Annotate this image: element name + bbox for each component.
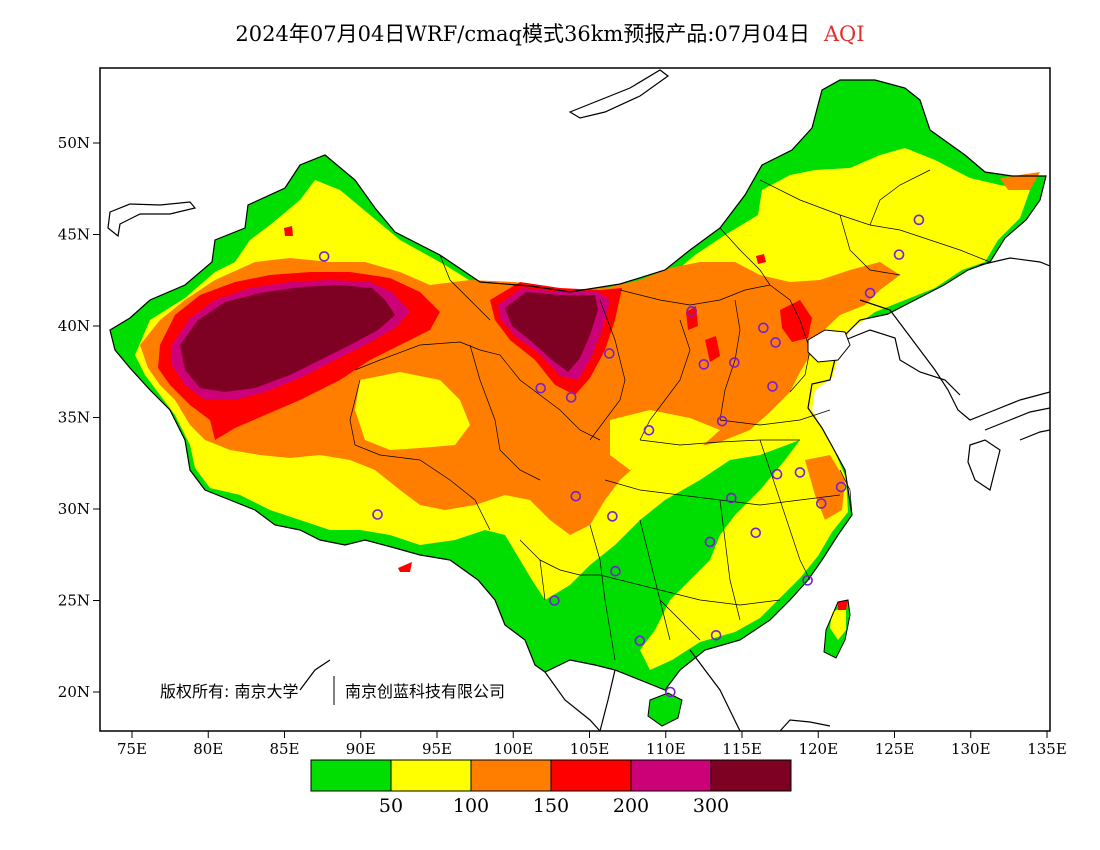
city-station-marker xyxy=(758,322,769,334)
aqi-legend: 50 100 150 200 300 xyxy=(310,759,792,817)
city-station-marker xyxy=(815,498,827,509)
city-station-marker xyxy=(570,490,582,502)
aqi-region-red-hohhot xyxy=(686,306,698,330)
lat-tick-label: 20N xyxy=(58,683,90,701)
aqi-region-red-xinjiang xyxy=(284,226,293,236)
lat-tick-label: 35N xyxy=(58,409,90,427)
coastlines xyxy=(107,69,1050,731)
lat-tick-label: 30N xyxy=(58,500,90,518)
city-station-marker xyxy=(643,425,655,436)
lon-tick-label: 85E xyxy=(269,740,299,758)
lon-tick-label: 135E xyxy=(1027,740,1067,758)
legend-swatch xyxy=(550,759,632,792)
legend-label: 100 xyxy=(453,795,489,817)
aqi-region-red-shanxi xyxy=(705,336,720,362)
aqi-region-orange-east xyxy=(805,455,845,520)
aqi-region-yellow-plateau xyxy=(355,372,470,450)
city-station-marker xyxy=(604,348,615,359)
hainan-outline xyxy=(647,692,683,727)
legend-swatch xyxy=(710,759,792,792)
taiwan-outline xyxy=(823,599,851,659)
lon-tick-label: 80E xyxy=(193,740,223,758)
lat-tick-label: 50N xyxy=(58,134,90,152)
city-station-marker xyxy=(913,214,925,226)
aqi-region-yellow-central xyxy=(610,410,720,470)
city-station-marker xyxy=(686,306,697,317)
lon-tick-label: 75E xyxy=(117,740,147,758)
city-station-marker xyxy=(864,287,876,299)
city-station-marker xyxy=(716,415,728,427)
city-station-marker xyxy=(318,251,330,262)
city-station-marker xyxy=(835,481,847,493)
aqi-region-red-taiwan xyxy=(838,600,848,610)
legend-swatch xyxy=(470,759,552,792)
latitude-axis: 50N 45N 40N 35N 30N 25N 20N xyxy=(58,134,100,701)
city-station-marker xyxy=(634,635,646,647)
city-station-marker xyxy=(704,536,716,548)
lon-tick-label: 130E xyxy=(951,740,991,758)
legend-label: 50 xyxy=(379,795,403,817)
lon-tick-label: 120E xyxy=(798,740,838,758)
aqi-region-maroon-alxa xyxy=(505,292,598,372)
lon-tick-label: 125E xyxy=(875,740,915,758)
city-station-marker xyxy=(610,565,621,577)
legend-swatch xyxy=(630,759,712,792)
legend-label: 300 xyxy=(693,795,729,817)
aqi-region-hainan xyxy=(648,693,682,726)
lon-tick-label: 105E xyxy=(570,740,610,758)
bohai-sea xyxy=(807,329,851,363)
lat-tick-label: 25N xyxy=(58,592,90,610)
city-station-marker xyxy=(771,468,783,480)
aqi-region-red-ne xyxy=(756,254,766,264)
city-station-marker xyxy=(893,249,905,260)
legend-label: 150 xyxy=(533,795,569,817)
city-station-marker xyxy=(372,509,383,520)
city-station-marker xyxy=(698,359,710,370)
city-stations xyxy=(318,214,925,698)
city-station-marker xyxy=(726,492,737,504)
city-station-marker xyxy=(767,381,778,392)
aqi-region-red-tibet xyxy=(398,562,412,572)
aqi-region-taiwan-yellow xyxy=(830,606,846,640)
map-title: 2024年07月04日WRF/cmaq模式36km预报产品:07月04日 AQI xyxy=(0,18,1100,48)
city-station-marker xyxy=(665,686,676,698)
title-product: AQI xyxy=(823,22,865,46)
aqi-region-maroon-taklamakan xyxy=(180,285,395,392)
copyright-part1: 版权所有: 南京大学 xyxy=(160,682,298,701)
city-station-marker xyxy=(770,337,781,348)
legend-label: 200 xyxy=(613,795,649,817)
city-station-marker xyxy=(565,392,577,403)
city-station-marker xyxy=(710,629,722,641)
lon-tick-label: 95E xyxy=(422,740,452,758)
legend-swatch xyxy=(390,759,472,792)
lat-tick-label: 45N xyxy=(58,226,90,244)
longitude-axis: 75E 80E 85E 90E 95E 100E 105E 110E 115E 120E 125E 1… xyxy=(117,731,1067,758)
city-station-marker xyxy=(794,467,806,478)
city-station-marker xyxy=(535,382,547,394)
lon-tick-label: 90E xyxy=(346,740,376,758)
aqi-field xyxy=(110,80,1046,726)
lon-tick-label: 110E xyxy=(646,740,686,758)
city-station-marker xyxy=(802,575,813,586)
province-boundaries xyxy=(349,169,991,661)
title-main: 2024年07月04日WRF/cmaq模式36km预报产品:07月04日 xyxy=(235,22,810,46)
city-station-marker xyxy=(750,527,762,539)
city-station-marker xyxy=(729,357,740,368)
lon-tick-label: 100E xyxy=(493,740,533,758)
lon-tick-label: 115E xyxy=(722,740,762,758)
lat-tick-label: 40N xyxy=(58,317,90,335)
plot-frame xyxy=(99,67,1051,732)
city-station-marker xyxy=(549,595,560,606)
city-station-marker xyxy=(607,511,618,522)
copyright-part2: 南京创蓝科技有限公司 xyxy=(345,682,505,701)
legend-swatch xyxy=(310,759,392,792)
